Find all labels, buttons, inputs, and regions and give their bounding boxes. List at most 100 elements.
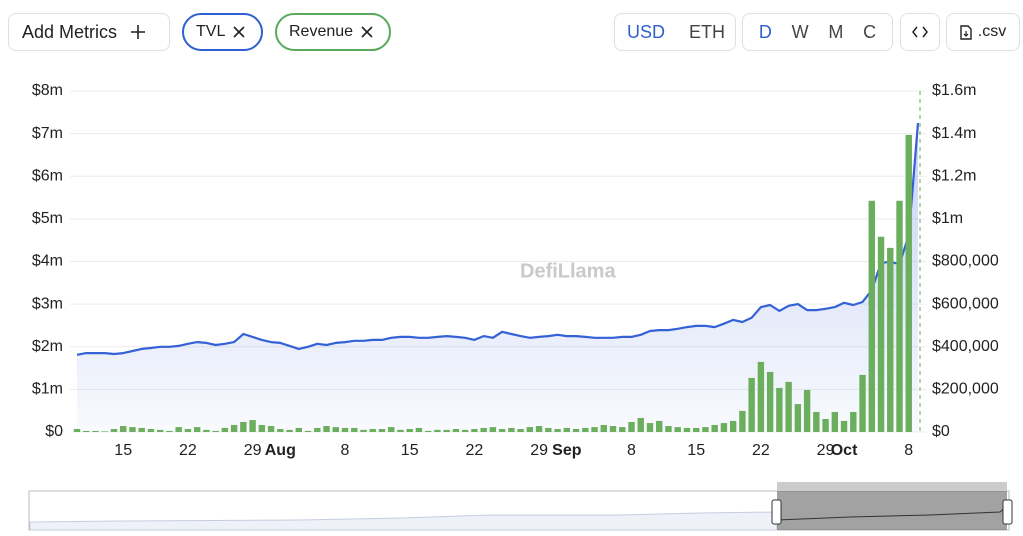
y-tick-label: $4m [32,253,63,270]
revenue-bar [138,427,145,432]
revenue-bar [461,429,469,432]
y2-tick-label: $1.6m [932,82,976,99]
y-tick-label: $5m [32,210,63,227]
revenue-bar [203,429,210,432]
currency-option[interactable]: USD [627,21,666,42]
revenue-bar [147,429,155,432]
add-metrics-label: Add Metrics [22,21,118,42]
range-brush[interactable] [28,482,1013,531]
revenue-pill[interactable]: Revenue [275,13,391,51]
close-icon[interactable] [233,26,245,38]
x-tick-label: 22 [465,442,483,459]
revenue-bar [840,420,848,432]
revenue-bar [480,427,487,432]
revenue-bar [609,426,617,432]
brush-preview [29,511,778,531]
revenue-bar [415,427,423,432]
file-icon [960,24,972,40]
brush-selection [777,491,1007,530]
revenue-bar [240,421,247,432]
revenue-bar [905,134,912,432]
interval-option[interactable]: D [758,21,772,42]
y2-tick-label: $1m [932,210,963,227]
y-tick-label: $6m [32,167,63,184]
x-tick-label: 15 [114,442,132,459]
y2-tick-label: $400,000 [932,338,999,355]
revenue-bar [813,411,820,432]
x-tick-label: 29 [817,442,835,459]
currency-option[interactable]: ETH [689,21,726,42]
revenue-bar [193,427,201,432]
interval-option[interactable]: M [828,21,844,42]
interval-option[interactable]: W [791,21,809,42]
embed-button[interactable] [900,13,940,51]
y-tick-label: $2m [32,338,63,355]
revenue-bar [277,429,284,432]
tvl-pill[interactable]: TVL [182,13,263,51]
revenue-bar [314,427,321,432]
brush-top-bar[interactable] [777,482,1007,491]
y2-tick-label: $600,000 [932,295,999,312]
revenue-bar [535,426,543,432]
revenue-bar [184,429,192,432]
revenue-bar [397,429,404,432]
revenue-bar [757,361,765,432]
csv-button[interactable]: .csv [946,13,1020,51]
revenue-bar [692,427,700,432]
y-tick-label: $0 [45,423,63,440]
revenue-bar [166,430,173,432]
tvl-area [77,123,918,432]
revenue-bar [351,427,358,432]
revenue-bar [739,410,746,432]
x-tick-label: 22 [179,442,197,459]
add-metrics-button[interactable]: Add Metrics [8,13,170,51]
revenue-bar [794,404,802,432]
x-tick-label: 8 [904,442,913,459]
brush-frame [28,490,1010,531]
brush-handle[interactable] [771,499,782,525]
revenue-bar [83,430,90,432]
brush-handle[interactable] [1002,499,1013,525]
revenue-bar [156,429,164,432]
revenue-bar [572,429,580,432]
revenue-bar [628,421,635,432]
close-icon[interactable] [361,26,373,38]
revenue-bar [508,427,515,432]
x-tick-label: 15 [687,442,705,459]
tvl-label: TVL [196,23,226,40]
revenue-bar [545,427,552,432]
revenue-bar [554,429,561,432]
revenue-bar [110,429,118,432]
revenue-bar [600,424,607,432]
y2-tick-label: $1.2m [932,167,976,184]
y-tick-label: $7m [32,125,63,142]
revenue-bar [452,429,460,432]
x-tick-label: Sep [552,442,582,459]
x-tick-label: 22 [752,442,770,459]
revenue-bar [711,424,718,432]
csv-label: .csv [977,23,1007,40]
revenue-bar [665,426,672,432]
revenue-bar [776,387,783,432]
revenue-bar [563,427,571,432]
revenue-bar [683,427,691,432]
revenue-bar [748,377,755,432]
revenue-bar [803,390,811,432]
revenue-bar [175,427,182,432]
y-tick-label: $8m [32,82,63,99]
revenue-bar [471,429,478,432]
revenue-bar [831,411,839,432]
revenue-bar [896,200,903,432]
revenue-bar [212,430,219,432]
revenue-bar [859,374,866,432]
revenue-bar [101,431,108,432]
interval-option[interactable]: C [863,21,877,42]
revenue-bar [868,200,875,432]
revenue-bar [378,429,386,432]
revenue-bar [424,430,432,432]
revenue-bar [591,427,598,432]
revenue-bar [73,429,81,432]
revenue-bar [766,371,774,432]
